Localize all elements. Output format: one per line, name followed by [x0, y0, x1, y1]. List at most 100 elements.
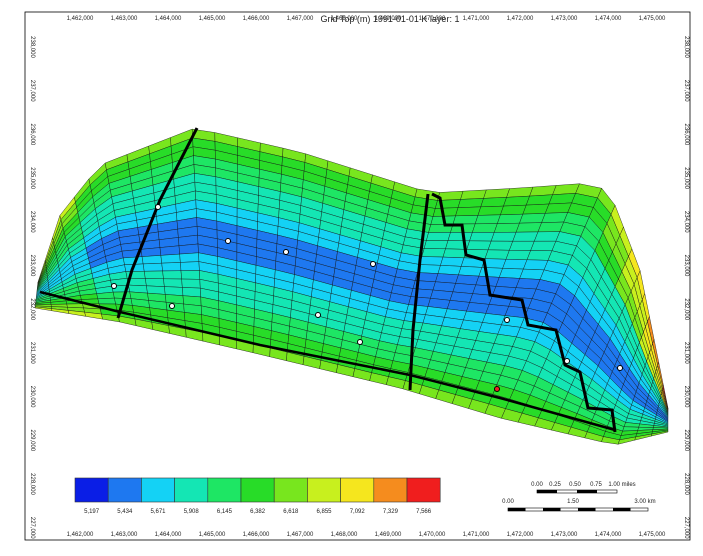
grid-cell [145, 278, 165, 287]
scale-label: 0.00 [502, 499, 514, 505]
grid-cell [493, 222, 520, 233]
grid-cell [452, 215, 479, 225]
scale-label: 0.50 [569, 482, 581, 488]
grid-cell [455, 274, 480, 286]
legend-label: 7,092 [350, 509, 366, 515]
grid-cell [651, 430, 669, 437]
grid-cell [455, 206, 482, 217]
grid-cell [181, 278, 201, 289]
grid-cell [478, 267, 503, 278]
y-tick-label: 228,000 [683, 473, 689, 495]
grid-cell [432, 207, 459, 217]
y-tick-label: 230,000 [683, 386, 689, 408]
x-tick-label: 1,473,000 [551, 16, 578, 22]
grid-cell [180, 261, 200, 271]
x-tick-label: 1,464,000 [155, 16, 182, 22]
x-tick-label: 1,467,000 [287, 16, 314, 22]
legend-swatch [406, 477, 441, 503]
grid-cell [525, 194, 553, 206]
grid-cell [512, 231, 539, 242]
x-tick-label: 1,474,000 [595, 16, 622, 22]
wells [111, 204, 623, 392]
grid-cell [417, 264, 441, 274]
grid-cell [484, 249, 510, 260]
grid-cell [548, 193, 576, 205]
scale-label: 0.00 [531, 482, 543, 488]
grid-cell [179, 252, 200, 263]
grid-cell [503, 195, 530, 207]
grid-cell [97, 297, 116, 305]
x-tick-label: 1,464,000 [155, 532, 182, 538]
grid-cell [490, 231, 517, 242]
grid-cell [180, 270, 201, 280]
y-tick-label: 237,000 [683, 80, 689, 102]
grid-cell [515, 222, 542, 233]
grid-cell [506, 186, 534, 198]
grid-cell [529, 185, 557, 197]
x-tick-label: 1,470,000 [419, 16, 446, 22]
grid-cell [472, 223, 498, 233]
grid-cell [442, 248, 468, 259]
grid-cell [419, 256, 444, 266]
x-tick-label: 1,475,000 [639, 16, 666, 22]
legend-label: 5,197 [84, 509, 100, 515]
x-tick-label: 1,468,000 [331, 16, 358, 22]
legend-label: 5,434 [117, 509, 133, 515]
x-tick-label: 1,465,000 [199, 16, 226, 22]
legend-swatch [273, 477, 308, 503]
legend-swatch [107, 477, 142, 503]
y-tick-label: 228,000 [29, 473, 35, 495]
legend-label: 5,671 [150, 509, 166, 515]
legend-label: 6,618 [283, 509, 299, 515]
y-tick-label: 237,000 [29, 80, 35, 102]
y-tick-label: 227,000 [29, 517, 35, 539]
grid-cell [440, 256, 465, 267]
y-tick-label: 234,000 [29, 211, 35, 233]
grid-cell [163, 278, 183, 288]
y-tick-label: 233,000 [683, 255, 689, 277]
grid-cell [541, 212, 569, 223]
y-tick-label: 232,000 [683, 298, 689, 320]
grid-cell [523, 259, 549, 271]
x-tick-label: 1,466,000 [243, 532, 270, 538]
scale-label: 1.00 miles [608, 482, 635, 488]
grid-cell [483, 188, 510, 199]
legend-label: 7,566 [416, 509, 432, 515]
x-tick-label: 1,463,000 [111, 532, 138, 538]
grid-cell [447, 232, 473, 242]
x-tick-label: 1,467,000 [287, 532, 314, 538]
y-tick-label: 233,000 [29, 255, 35, 277]
grid-cell [515, 278, 541, 290]
legend-label: 6,145 [217, 509, 233, 515]
grid-cell [141, 255, 162, 265]
y-tick-label: 235,000 [683, 167, 689, 189]
grid-cell [178, 243, 199, 255]
x-tick-label: 1,462,000 [67, 16, 94, 22]
grid-cell [161, 262, 182, 272]
x-tick-label: 1,471,000 [463, 532, 490, 538]
y-tick-label: 238,000 [29, 36, 35, 58]
y-tick-label: 230,000 [29, 386, 35, 408]
grid-cell [512, 287, 537, 299]
grid-cell [457, 198, 484, 208]
x-tick-label: 1,469,000 [375, 16, 402, 22]
grid-cell [498, 268, 524, 279]
x-tick-label: 1,472,000 [507, 532, 534, 538]
legend-swatch [240, 477, 275, 503]
grid-cell [534, 231, 561, 242]
grid-cell [530, 240, 557, 251]
title: Grid Top (m) 1991-01-01 K layer: 1 [321, 14, 460, 24]
grid-cell [519, 213, 546, 224]
legend-label: 6,382 [250, 509, 266, 515]
grid-cell [437, 265, 462, 276]
y-tick-label: 229,000 [29, 429, 35, 451]
scale-label: 1.50 [567, 499, 579, 505]
grid-cell [466, 240, 492, 251]
y-tick-label: 231,000 [29, 342, 35, 364]
grid-cell [460, 189, 487, 200]
legend-label: 6,855 [316, 509, 332, 515]
scale-label: 3.00 km [634, 499, 655, 505]
grid-cell [182, 287, 201, 298]
x-tick-label: 1,468,000 [331, 532, 358, 538]
